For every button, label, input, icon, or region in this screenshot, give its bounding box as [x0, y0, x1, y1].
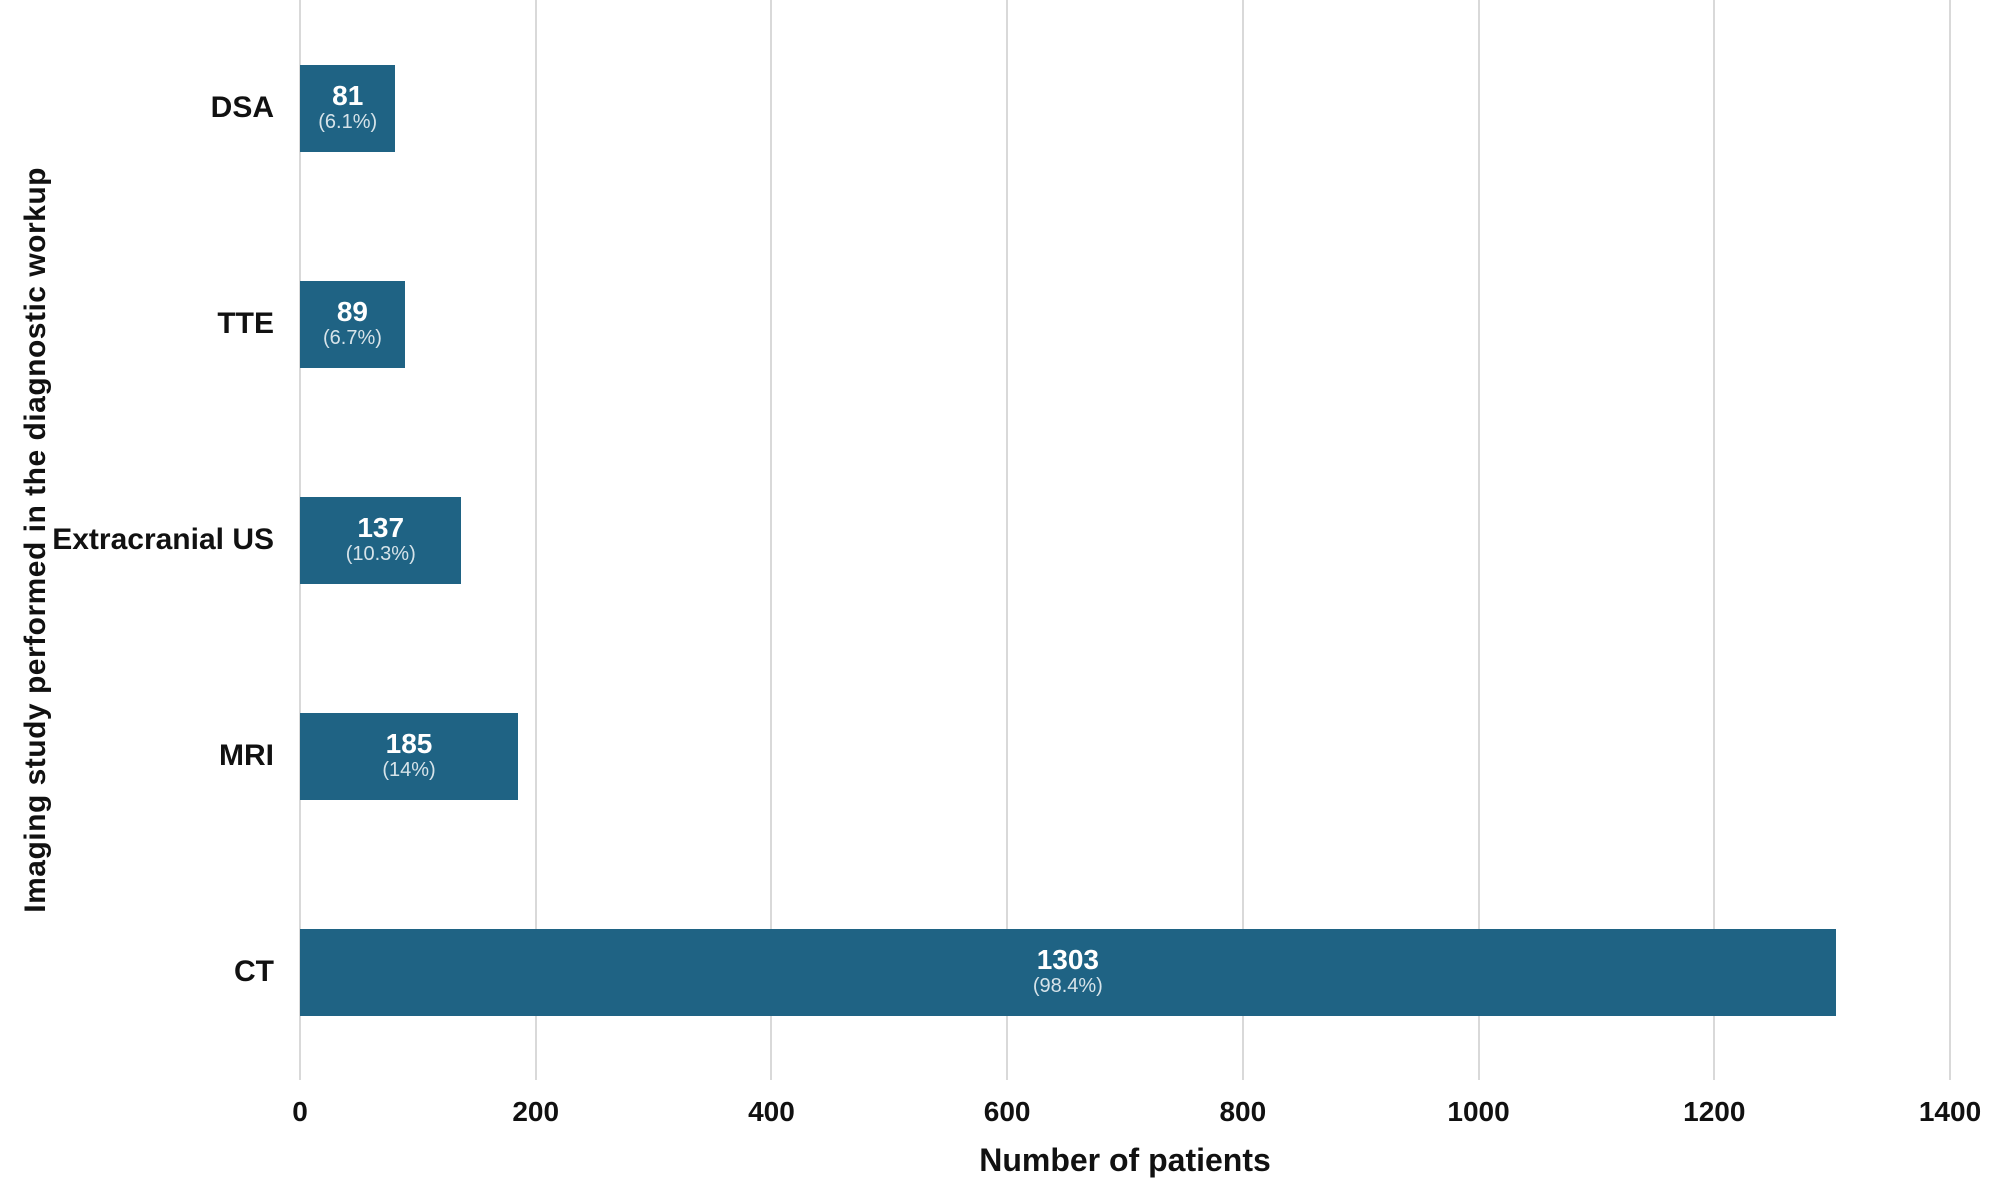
- bar-percent-label: (6.7%): [322, 327, 382, 350]
- bar-percent-label: (14%): [382, 759, 436, 782]
- gridline-x-400: [770, 0, 773, 1080]
- x-tick-label-200: 200: [512, 1096, 560, 1127]
- gridline-x-1000: [1477, 0, 1480, 1080]
- category-label-extracranial-us: Extracranial US: [52, 523, 274, 556]
- x-tick-label-600: 600: [983, 1096, 1031, 1127]
- category-label-tte: TTE: [217, 307, 274, 340]
- bar-ct: 1303 (98.4%): [300, 928, 1836, 1016]
- x-tick-label-400: 400: [748, 1096, 795, 1127]
- bar-value-label: 137: [357, 511, 405, 543]
- plot-area: 81 (6.1%) 89 (6.7%) 137 (10.3%) 185 (14%) 1303 (9…: [299, 0, 1951, 1080]
- gridline-x-600: [1006, 0, 1009, 1080]
- gridline-x-1200: [1713, 0, 1716, 1080]
- bar-value-label: 1303: [1036, 943, 1099, 975]
- bar-percent-label: (10.3%): [345, 543, 416, 566]
- x-tick-label-0: 0: [292, 1096, 308, 1127]
- x-tick-label-1400: 1400: [1918, 1096, 1982, 1127]
- category-label-ct: CT: [234, 955, 274, 988]
- category-axis-labels: DSA TTE Extracranial US MRI CT: [0, 0, 288, 1080]
- bar-tte: 89 (6.7%): [300, 280, 405, 368]
- x-tick-label-1000: 1000: [1447, 1096, 1510, 1127]
- bar-percent-label: (98.4%): [1032, 975, 1103, 998]
- bar-extracranial-us: 137 (10.3%): [300, 496, 462, 584]
- gridline-x-200: [534, 0, 537, 1080]
- category-label-mri: MRI: [219, 739, 274, 772]
- bar-value-label: 89: [336, 295, 369, 327]
- x-axis-title: Number of patients: [979, 1142, 1271, 1178]
- bar-value-label: 81: [332, 79, 364, 111]
- bar-mri: 185 (14%): [300, 712, 519, 800]
- x-tick-label-800: 800: [1219, 1096, 1267, 1127]
- gridline-x-1400: [1949, 0, 1951, 1080]
- bar-value-label: 185: [385, 727, 433, 759]
- category-label-dsa: DSA: [210, 91, 274, 124]
- gridline-x-800: [1241, 0, 1244, 1080]
- bar-dsa: 81 (6.1%): [300, 64, 396, 152]
- x-tick-label-1200: 1200: [1683, 1096, 1746, 1127]
- bar-percent-label: (6.1%): [318, 111, 378, 134]
